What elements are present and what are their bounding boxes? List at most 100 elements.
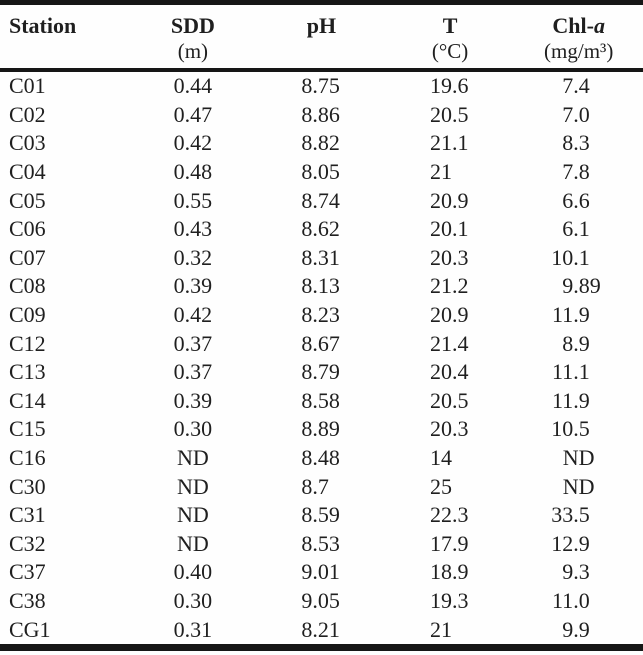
chlorophyll-value: 11.0 (551, 588, 606, 614)
table-row: C01 0.44 8.75 19.6 7.4 (0, 70, 643, 101)
table-row: C02 0.47 8.86 20.5 7.0 (0, 101, 643, 130)
header-label-text: Chl- (552, 13, 594, 38)
ph-value: 8.59 (301, 502, 340, 528)
cell-chlorophyll-a: 10.5 (514, 415, 643, 444)
cell-station: C05 (9, 187, 46, 213)
header-label: T (442, 13, 458, 38)
cell-station: C07 (9, 244, 46, 270)
cell-chlorophyll-a: 7.0 (514, 101, 643, 130)
cell-sdd: 0.55 (173, 187, 213, 213)
cell-chlorophyll-a: 7.8 (514, 158, 643, 187)
ph-value: 9.05 (301, 587, 340, 613)
ph-value: 8.75 (301, 73, 340, 99)
cell-ph: 8.89 (257, 415, 386, 444)
table-row: C16 ND 8.48 14 ND (0, 444, 643, 473)
cell-ph: 8.13 (257, 272, 386, 301)
cell-temperature: 25 (386, 472, 515, 501)
cell-station: C06 (9, 216, 46, 242)
chlorophyll-value: 6.6 (551, 188, 606, 214)
table-row: C07 0.32 8.31 20.3 10.1 (0, 244, 643, 273)
cell-station: C03 (9, 130, 46, 156)
ph-value: 8.7 (301, 473, 329, 499)
chlorophyll-value: 6.1 (551, 216, 606, 242)
table-row: C08 0.39 8.13 21.2 9.89 (0, 272, 643, 301)
chlorophyll-value: 7.8 (551, 159, 606, 185)
cell-temperature: 21 (386, 615, 515, 647)
cell-sdd: 0.48 (173, 159, 213, 185)
temperature-value: 20.4 (430, 359, 469, 385)
cell-chlorophyll-a: 10.1 (514, 244, 643, 273)
cell-chlorophyll-a: 9.3 (514, 558, 643, 587)
cell-temperature: 20.9 (386, 301, 515, 330)
cell-station: C13 (9, 359, 46, 385)
table-body: C01 0.44 8.75 19.6 7.4 C02 0.47 8.86 20.5 7.0 C03 0… (0, 70, 643, 648)
cell-ph: 8.23 (257, 301, 386, 330)
cell-chlorophyll-a: 6.6 (514, 186, 643, 215)
cell-chlorophyll-a: 11.9 (514, 387, 643, 416)
chlorophyll-value: 33.5 (551, 502, 606, 528)
cell-chlorophyll-a: ND (562, 445, 595, 471)
cell-temperature: 20.4 (386, 358, 515, 387)
chlorophyll-value: 9.3 (551, 559, 606, 585)
ph-value: 8.67 (301, 330, 340, 356)
table-row: C14 0.39 8.58 20.5 11.9 (0, 387, 643, 416)
integer-part: 9 (562, 559, 574, 585)
cell-chlorophyll-a: 11.1 (514, 358, 643, 387)
ph-value: 8.82 (301, 130, 340, 156)
temperature-value: 20.5 (430, 387, 469, 413)
cell-station: C37 (9, 559, 46, 585)
integer-part: 6 (562, 216, 574, 242)
integer-part: 8 (562, 130, 574, 156)
table-row: C03 0.42 8.82 21.1 8.3 (0, 129, 643, 158)
integer-part: 10 (551, 244, 574, 270)
cell-sdd: ND (177, 530, 209, 556)
fraction-part: .5 (573, 416, 590, 442)
chlorophyll-value: 10.1 (551, 245, 606, 271)
cell-chlorophyll-a: 33.5 (514, 501, 643, 530)
ph-value: 8.53 (301, 530, 340, 556)
cell-station: C01 (9, 73, 46, 99)
ph-value: 8.89 (301, 416, 340, 442)
integer-part: 6 (562, 187, 574, 213)
cell-sdd: 0.39 (173, 273, 213, 299)
ph-value: 8.31 (301, 244, 340, 270)
temperature-value: 20.1 (430, 216, 469, 242)
cell-ph: 8.05 (257, 158, 386, 187)
cell-sdd: 0.39 (173, 387, 213, 413)
temperature-value: 20.3 (430, 244, 469, 270)
cell-station: C04 (9, 159, 46, 185)
temperature-value: 19.3 (430, 587, 469, 613)
header-label: SDD (170, 13, 215, 38)
cell-sdd: ND (177, 445, 209, 471)
integer-part: 12 (551, 530, 574, 556)
header-label: Chl-a (514, 13, 643, 39)
ph-value: 8.79 (301, 359, 340, 385)
cell-ph: 8.31 (257, 244, 386, 273)
cell-station: C15 (9, 416, 46, 442)
chlorophyll-value: 11.9 (551, 388, 606, 414)
table-row: C12 0.37 8.67 21.4 8.9 (0, 329, 643, 358)
fraction-part: .3 (573, 559, 590, 585)
cell-chlorophyll-a: ND (562, 473, 595, 499)
integer-part: 10 (551, 416, 574, 442)
ph-value: 8.62 (301, 216, 340, 242)
cell-station: C08 (9, 273, 46, 299)
fraction-part: .9 (573, 530, 590, 556)
chlorophyll-value: 11.1 (551, 359, 606, 385)
cell-station: C31 (9, 502, 46, 528)
table-row: C05 0.55 8.74 20.9 6.6 (0, 186, 643, 215)
fraction-part: .3 (573, 130, 590, 156)
temperature-value: 25 (430, 473, 452, 499)
temperature-value: 21.4 (430, 330, 469, 356)
fraction-part: .0 (573, 587, 590, 613)
table-row: C13 0.37 8.79 20.4 11.1 (0, 358, 643, 387)
table-row: C06 0.43 8.62 20.1 6.1 (0, 215, 643, 244)
chlorophyll-value: 8.3 (551, 130, 606, 156)
cell-sdd: 0.42 (173, 130, 213, 156)
cell-ph: 9.01 (257, 558, 386, 587)
header-chlorophyll-a: Chl-a (mg/m³) (514, 3, 643, 71)
ph-value: 8.86 (301, 101, 340, 127)
cell-ph: 8.79 (257, 358, 386, 387)
